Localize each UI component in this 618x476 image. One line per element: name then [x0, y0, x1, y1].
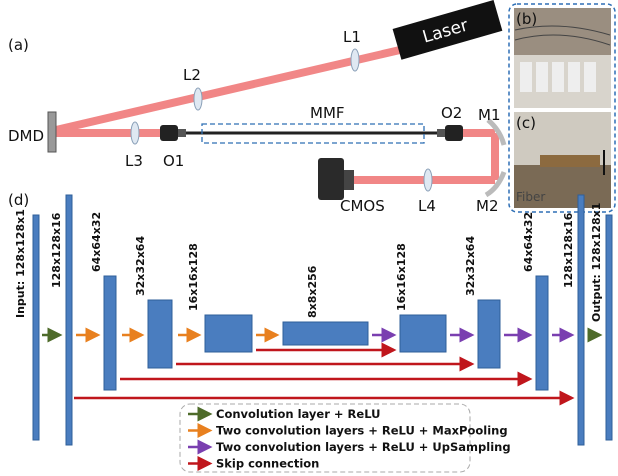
label: L4 [418, 197, 436, 215]
lens [424, 169, 432, 191]
layer-block [400, 315, 446, 352]
panel-label: (d) [8, 191, 29, 209]
layer-label: Input: 128x128x1 [14, 209, 27, 318]
layer-block [606, 215, 612, 440]
layer-block [536, 276, 548, 390]
legend-label: Convolution layer + ReLU [216, 407, 380, 421]
label: L2 [183, 66, 201, 84]
panel-label: (c) [516, 114, 536, 132]
figure: Laser (a) L1 L2 DMD L3 O1 MMF O2 M1 L4 M… [0, 0, 618, 476]
layer-label: 32x32x64 [464, 236, 477, 296]
layer-label: 32x32x64 [134, 236, 147, 296]
label: M1 [478, 106, 501, 124]
panel-label: (a) [8, 36, 29, 54]
layer-block [104, 276, 116, 390]
label: CMOS [340, 197, 385, 215]
label: L1 [343, 28, 361, 46]
label: O2 [441, 104, 462, 122]
layer-block [205, 315, 252, 352]
dmd [48, 112, 56, 152]
legend-label: Two convolution layers + ReLU + MaxPooli… [216, 424, 508, 438]
layer-block [33, 215, 39, 440]
layer-block [66, 195, 72, 445]
lens [351, 49, 359, 71]
label: DMD [8, 127, 44, 145]
label: O1 [163, 152, 184, 170]
cmos [318, 158, 354, 200]
legend-label: Two convolution layers + ReLU + UpSampli… [216, 440, 511, 454]
layer-label: 128x128x16 [50, 212, 63, 288]
layer-block [578, 195, 584, 445]
layer-label: 64x64x32 [90, 212, 103, 272]
label: MMF [310, 104, 345, 122]
legend: Convolution layer + ReLU Two convolution … [188, 407, 511, 471]
layer-label: 64x64x32 [522, 212, 535, 272]
layer-block [283, 322, 368, 345]
layer-block [148, 300, 172, 368]
laser: Laser [393, 0, 503, 60]
layer-label: 16x16x128 [395, 243, 408, 311]
layer-label: 8x8x256 [306, 265, 319, 318]
label: M2 [476, 197, 499, 215]
lens [131, 122, 139, 144]
legend-label: Skip connection [216, 457, 319, 471]
objective [437, 125, 463, 141]
label: Fiber [516, 190, 545, 204]
layer-label: 16x16x128 [187, 243, 200, 311]
panel-label: (b) [516, 10, 537, 28]
layer-label: 128x128x16 [562, 212, 575, 288]
label: L3 [125, 152, 143, 170]
objective [160, 125, 186, 141]
lens [194, 88, 202, 110]
layer-block [478, 300, 500, 368]
layer-label: Output: 128x128x1 [590, 203, 603, 322]
beams [56, 50, 495, 180]
